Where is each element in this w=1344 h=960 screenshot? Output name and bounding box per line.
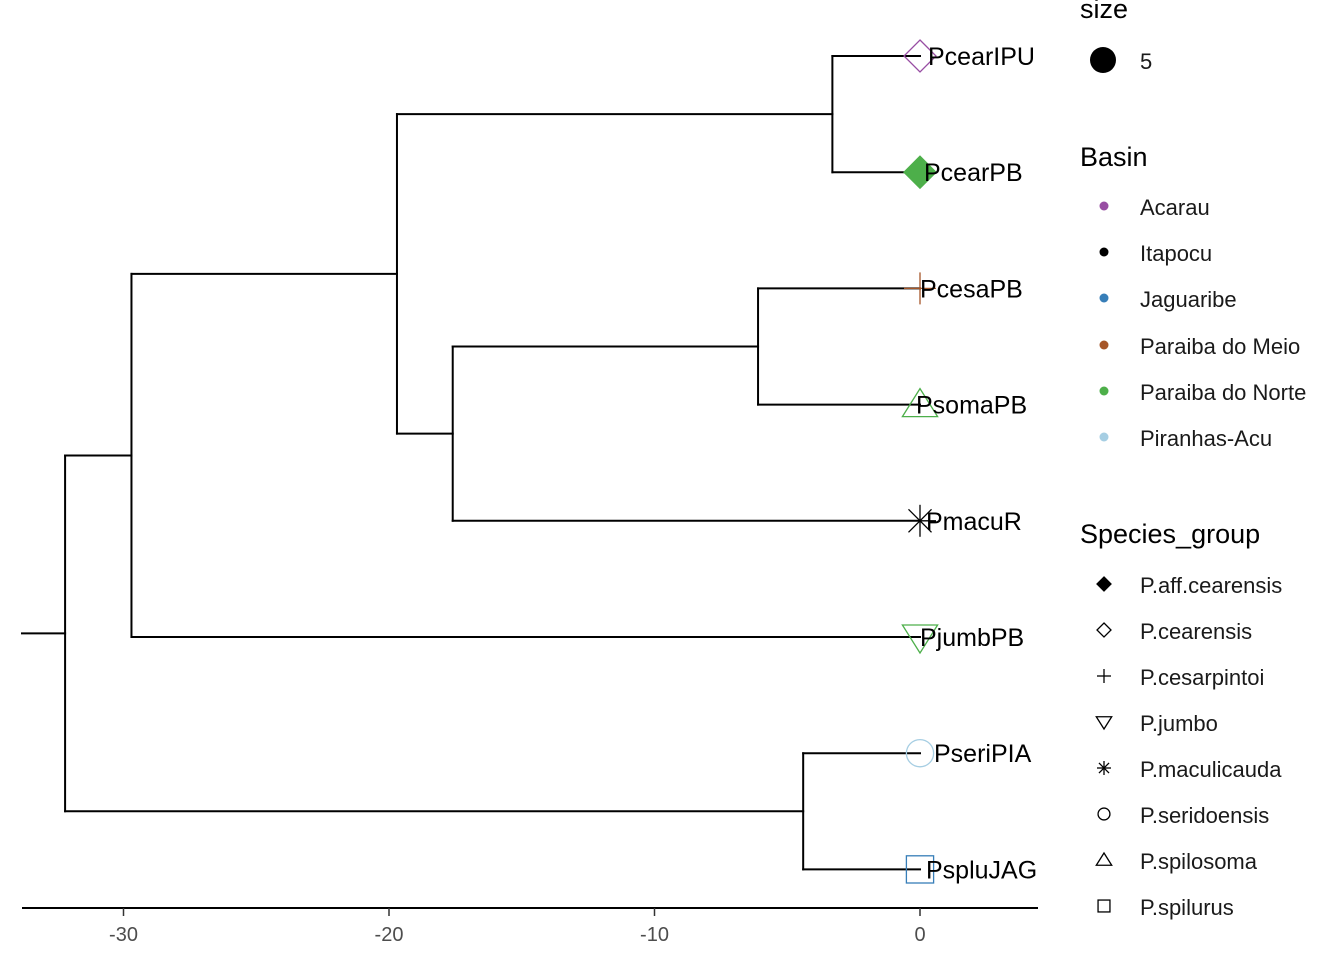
legend-species-label: P.cearensis [1140,619,1253,644]
legend-species-key [1095,851,1113,866]
tip-label: PjumbPB [920,624,1024,652]
tree-tips: PcearIPU PcearPB PcesaPB PsomaPB PmacuR Pjumb… [901,39,1037,884]
tip-label: PcearIPU [928,43,1035,71]
legend-species-label: P.jumbo [1140,711,1218,736]
legend-basin-key [1099,432,1109,442]
legend-species-key [1097,807,1111,821]
tip-label: PmacuR [926,508,1022,536]
x-axis: -30 -20 -10 0 [22,907,1038,946]
legend-basin-label: Jaguaribe [1140,287,1237,313]
size-dot [1090,47,1116,73]
legend-basin-label: Acarau [1140,195,1210,220]
legend-basin-label: Itapocu [1140,241,1213,267]
legend-species-symbol-P.jumbo [1095,716,1113,731]
legend-size-value: 5 [1140,49,1153,74]
legend-basin-dot [1099,201,1109,211]
tip-symbol-PspluJAG [905,855,935,884]
tip-symbol-PcearIPU [903,39,937,73]
legend-basin-key [1099,340,1109,350]
legend-basin-dot [1099,247,1109,257]
legend-species-label: P.cesarpintoi [1140,665,1265,690]
legend-species-key [1095,716,1113,731]
tip-label: PcesaPB [920,275,1023,303]
legend-basin-label: Paraiba do Meio [1140,333,1301,359]
x-tick-label: -10 [640,924,669,946]
legend-species-group-title: Species_group [1080,519,1261,549]
legend-species-symbol-P.spilurus [1097,899,1111,913]
tip-symbol-PjumbPB [901,624,939,655]
legend-species-symbol-P.seridoensis [1097,807,1111,821]
legend-basin-key [1099,201,1109,211]
legend-basin-dot [1099,432,1109,442]
x-tick-label: -20 [375,924,404,946]
legend-species-key [1096,576,1112,592]
x-tick-label: 0 [914,924,925,946]
legend-basin-label: Piranhas-Acu [1140,426,1273,451]
legend-species-symbol-P.aff.cearensis [1096,576,1112,592]
legend-species-key [1097,761,1111,775]
legend-species-symbol-P.maculicauda [1097,761,1111,775]
legend-size-key [1090,47,1116,73]
legend-species-symbol-P.spilosoma [1095,851,1113,866]
legend-species-symbol-P.cearensis [1096,622,1112,638]
tip-label: PsomaPB [916,392,1027,420]
legend-species-key [1096,622,1112,638]
legend-basin-dot [1099,340,1109,350]
legend-species-symbol-P.cesarpintoi [1097,669,1111,683]
tip-symbol-PseriPIA [905,738,935,768]
legend-basin-key [1099,247,1109,257]
legend-species-key [1097,899,1111,913]
legend-species-label: P.spilurus [1140,895,1234,920]
legend-basin-key [1099,386,1109,396]
legend-species-label: P.maculicauda [1140,757,1282,782]
tip-label: PcearPB [924,159,1023,187]
legend-basin-title: Basin [1080,142,1148,172]
tree-edges [21,55,921,871]
legend-species-key [1097,669,1111,683]
legend-species-label: P.seridoensis [1140,803,1270,828]
legend: size 5 Basin Acarau Itapocu Jaguaribe Parai… [1080,0,1344,960]
legend-basin-dot [1099,293,1109,303]
phylogenetic-tree: PcearIPU PcearPB PcesaPB PsomaPB PmacuR Pjumb… [21,39,1038,946]
tip-symbol-PmacuR [904,504,936,537]
x-tick-label: -30 [109,924,138,946]
tip-symbol-PsomaPB [901,387,939,418]
tip-label: PseriPIA [934,740,1032,768]
tip-symbol-PcearPB [903,155,937,190]
legend-basin-label: Paraiba do Norte [1140,379,1307,405]
legend-size-title: size [1080,0,1129,24]
legend-species-label: P.spilosoma [1140,849,1257,874]
legend-species-label: P.aff.cearensis [1140,573,1283,598]
tip-symbol-PcesaPB [904,272,936,305]
legend-basin-dot [1099,386,1109,396]
legend-basin-key [1099,293,1109,303]
tip-label: PspluJAG [926,856,1037,884]
